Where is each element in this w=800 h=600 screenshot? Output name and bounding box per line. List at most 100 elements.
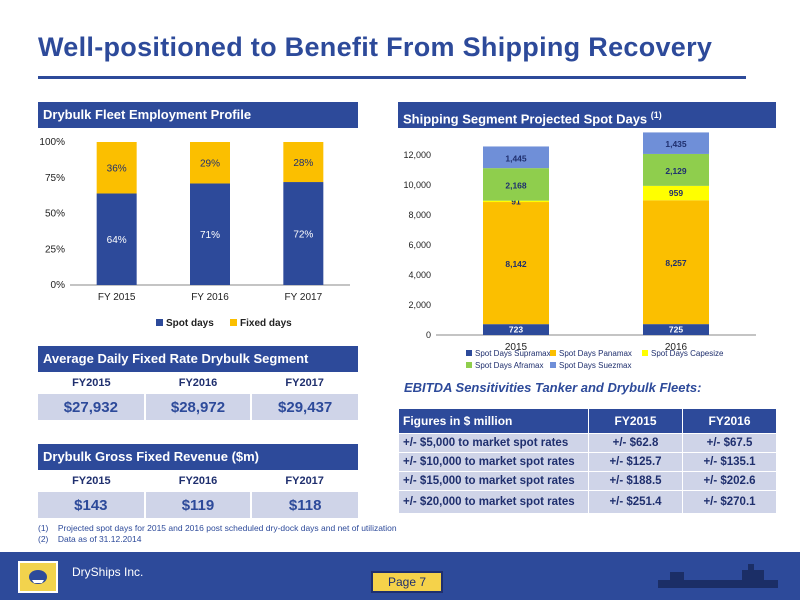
bar-segment	[96, 142, 137, 194]
ebitda-cell: +/- $15,000 to market spot rates	[398, 471, 589, 491]
page-number-text: Page 7	[387, 575, 427, 589]
bar-segment	[483, 202, 549, 325]
legend-swatch	[550, 350, 556, 356]
ebitda-cell: +/- $10,000 to market spot rates	[398, 452, 589, 472]
ebitda-cell: +/- $5,000 to market spot rates	[398, 433, 589, 453]
y-tick-label: 75%	[45, 173, 65, 184]
gross-revenue-value-row: $143 $119 $118	[38, 492, 358, 518]
ebitda-cell: +/- $20,000 to market spot rates	[398, 490, 589, 514]
ebitda-title: EBITDA Sensitivities Tanker and Drybulk …	[404, 380, 702, 395]
ebitda-col: Figures in $ million	[398, 408, 589, 434]
table-row: +/- $5,000 to market spot rates +/- $62.…	[398, 433, 777, 453]
y-tick-label: 0	[426, 330, 431, 340]
footnotes: (1) Projected spot days for 2015 and 201…	[38, 523, 397, 545]
bar-segment	[283, 142, 324, 183]
gross-revenue-col: FY2017	[285, 475, 324, 487]
bar-segment	[190, 142, 230, 184]
title-divider	[38, 76, 746, 79]
x-tick-label: FY 2017	[285, 292, 323, 303]
spot-days-header-note: (1)	[650, 110, 662, 120]
legend-label: Fixed days	[240, 318, 292, 329]
gross-revenue-table: FY2015 FY2016 FY2017 $143 $119 $118	[38, 470, 358, 518]
x-tick-label: 2015	[505, 342, 528, 353]
data-label: 8,142	[505, 259, 527, 269]
avg-rate-value: $27,932	[38, 394, 146, 420]
ebitda-table: Figures in $ million FY2015 FY2016 +/- $…	[398, 408, 777, 514]
data-label: 36%	[107, 164, 127, 175]
bar-segment	[643, 132, 709, 154]
data-label: 1,435	[665, 139, 687, 149]
fleet-employment-chart: 0% 25% 50% 75% 100% 64% 36% FY 2015 71% 29% FY 201…	[39, 137, 350, 329]
ebitda-cell: +/- $135.1	[682, 452, 777, 472]
table-row: +/- $20,000 to market spot rates +/- $25…	[398, 490, 777, 514]
avg-rate-header: Average Daily Fixed Rate Drybulk Segment	[38, 346, 358, 372]
x-tick-label: FY 2016	[191, 292, 229, 303]
y-tick-label: 8,000	[408, 210, 431, 220]
gross-revenue-col: FY2015	[72, 475, 111, 487]
y-tick-label: 12,000	[403, 150, 431, 160]
legend-label: Spot Days Supramax	[475, 349, 551, 358]
gross-revenue-col: FY2016	[178, 475, 218, 487]
legend-label: Spot Days Panamax	[559, 349, 632, 358]
page-title: Well-positioned to Benefit From Shipping…	[38, 32, 713, 62]
y-tick-label: 2,000	[408, 300, 431, 310]
table-row: +/- $10,000 to market spot rates +/- $12…	[398, 452, 777, 472]
bar-segment	[483, 200, 549, 203]
gross-revenue-header: Drybulk Gross Fixed Revenue ($m)	[38, 444, 358, 470]
data-label: 29%	[200, 159, 220, 170]
avg-rate-value-row: $27,932 $28,972 $29,437	[38, 394, 358, 420]
bar-segment	[483, 168, 549, 201]
gross-revenue-value: $119	[144, 492, 253, 518]
legend-swatch	[466, 350, 472, 356]
data-label: 2,168	[505, 180, 527, 190]
ebitda-cell: +/- $67.5	[682, 433, 777, 453]
avg-rate-col: FY2015	[72, 377, 111, 389]
ebitda-cell: +/- $251.4	[588, 490, 683, 514]
data-label: 2,129	[665, 166, 687, 176]
fleet-profile-header: Drybulk Fleet Employment Profile	[38, 102, 358, 128]
avg-rate-header-text: Average Daily Fixed Rate Drybulk Segment	[43, 351, 309, 366]
ebitda-col: FY2016	[682, 408, 777, 434]
page-number: Page 7	[371, 571, 443, 593]
footnote: (2) Data as of 31.12.2014	[38, 534, 142, 544]
avg-rate-col: FY2017	[285, 377, 324, 389]
data-label: 8,257	[665, 258, 687, 268]
y-tick-label: 10,000	[403, 180, 431, 190]
ebitda-cell: +/- $125.7	[588, 452, 683, 472]
data-label: 959	[669, 188, 683, 198]
bar-segment	[643, 153, 709, 186]
avg-rate-header-row: FY2015 FY2016 FY2017	[38, 372, 358, 394]
legend-swatch	[642, 350, 648, 356]
data-label: 1,445	[505, 153, 527, 163]
y-tick-label: 6,000	[408, 240, 431, 250]
company-name: DryShips Inc.	[72, 565, 144, 579]
y-tick-label: 25%	[45, 244, 65, 255]
gross-revenue-value: $143	[38, 492, 146, 518]
legend-label: Spot Days Capesize	[651, 349, 724, 358]
ship-silhouette-icon	[658, 564, 778, 588]
data-label: 72%	[293, 230, 313, 241]
legend-swatch	[550, 362, 556, 368]
legend-label: Spot Days Suezmax	[559, 361, 631, 370]
bar-segment	[643, 324, 709, 335]
ebitda-cell: +/- $202.6	[682, 471, 777, 491]
legend-label: Spot Days Aframax	[475, 361, 543, 370]
bar-segment	[483, 324, 549, 335]
ebitda-cell: +/- $62.8	[588, 433, 683, 453]
ebitda-cell: +/- $188.5	[588, 471, 683, 491]
ship-logo-icon	[29, 570, 47, 584]
table-row: +/- $15,000 to market spot rates +/- $18…	[398, 471, 777, 491]
x-tick-label: FY 2015	[98, 292, 136, 303]
data-label: 64%	[107, 235, 127, 246]
gross-revenue-value: $118	[251, 492, 358, 518]
ebitda-header-row: Figures in $ million FY2015 FY2016	[398, 408, 777, 434]
x-tick-label: 2016	[665, 342, 688, 353]
ebitda-col: FY2015	[588, 408, 683, 434]
y-tick-label: 50%	[45, 209, 65, 220]
bar-segment	[643, 200, 709, 325]
avg-rate-col: FY2016	[178, 377, 218, 389]
legend-swatch	[156, 319, 163, 326]
data-label: 723	[509, 325, 523, 335]
avg-rate-value: $29,437	[251, 394, 358, 420]
gross-revenue-header-row: FY2015 FY2016 FY2017	[38, 470, 358, 492]
